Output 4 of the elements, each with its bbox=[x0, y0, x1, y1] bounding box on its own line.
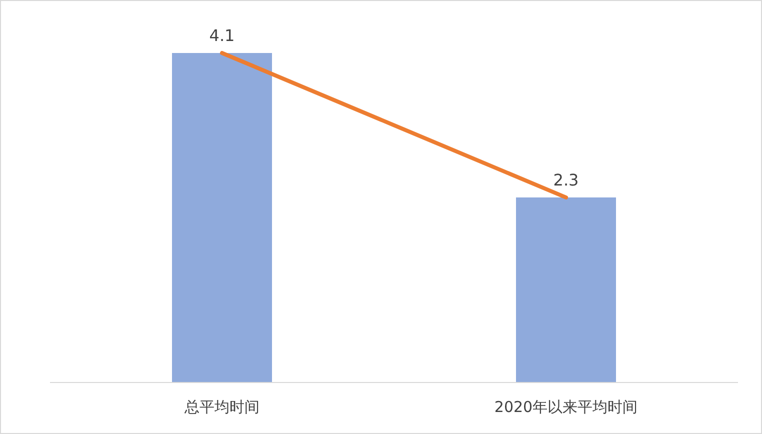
x-tick-label: 2020年以来平均时间 bbox=[494, 398, 638, 416]
x-tick-label: 总平均时间 bbox=[184, 398, 260, 416]
data-label: 4.1 bbox=[209, 26, 235, 45]
data-label: 2.3 bbox=[553, 170, 579, 190]
